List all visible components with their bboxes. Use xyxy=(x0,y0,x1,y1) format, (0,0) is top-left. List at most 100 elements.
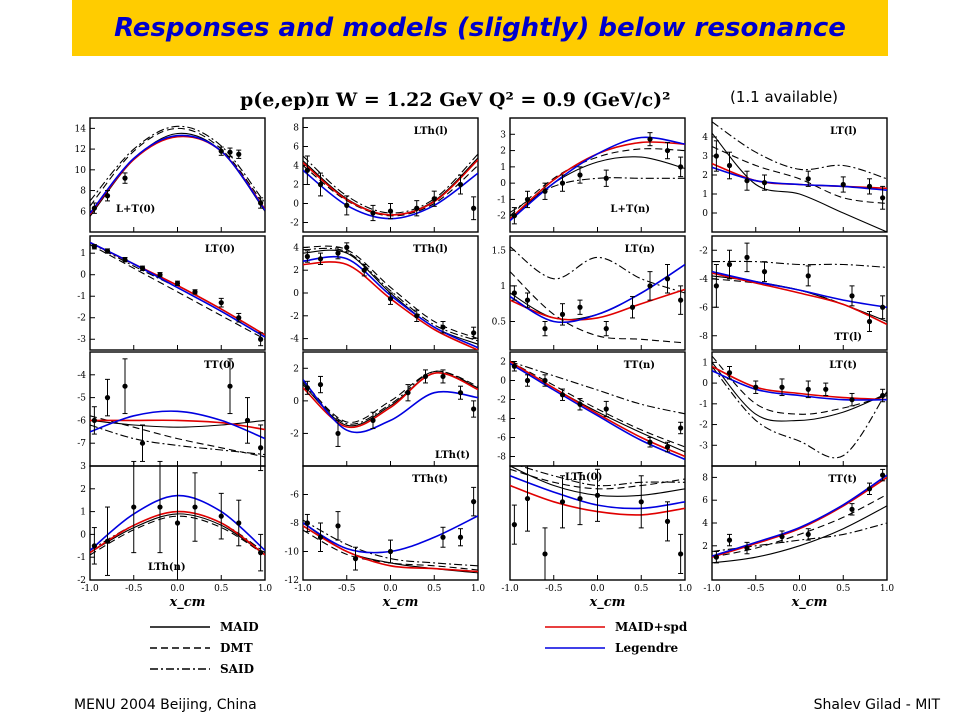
panel-frame xyxy=(302,351,479,467)
y-tick-label: -4 xyxy=(699,275,708,285)
panel-label: TTh(t) xyxy=(412,474,448,485)
legend-label: MAID+spd xyxy=(615,620,688,634)
data-point xyxy=(104,395,111,401)
data-point xyxy=(726,537,733,543)
y-tick-label: 0 xyxy=(293,289,299,299)
data-point xyxy=(139,440,146,446)
data-point xyxy=(104,248,111,254)
panel-label: TTh(l) xyxy=(413,244,448,255)
data-point xyxy=(559,180,566,186)
panel-curves xyxy=(712,355,887,459)
y-tick-label: 14 xyxy=(75,124,87,134)
data-point xyxy=(744,254,750,260)
y-tick-label: 3 xyxy=(702,152,708,162)
panel-tt-t-: 2 4 6 8 TT(t) -1.0 -0.5 0.0 0.5 1.0 x_cm xyxy=(702,465,894,610)
data-point xyxy=(335,430,341,437)
panel-curves xyxy=(712,474,887,564)
data-point xyxy=(629,304,636,310)
y-tick-label: 4 xyxy=(702,133,708,143)
y-tick-label: -3 xyxy=(699,441,708,451)
x-tick-label: 0.0 xyxy=(590,584,605,594)
panel-lt-l-: 0 1 2 3 4 LT(l) xyxy=(702,117,888,233)
data-points xyxy=(511,264,684,337)
data-point xyxy=(431,196,437,202)
panel-l-t-0-: 6 8 10 12 14 L+T(0) xyxy=(75,117,266,233)
data-point xyxy=(880,195,886,201)
curve-legendre xyxy=(510,362,685,461)
data-point xyxy=(236,520,242,526)
data-point xyxy=(471,406,477,412)
data-point xyxy=(317,181,324,188)
curve-said xyxy=(303,153,478,214)
legend-label: Legendre xyxy=(615,641,679,655)
curve-maid xyxy=(712,132,887,232)
data-point xyxy=(236,151,242,157)
data-points xyxy=(91,358,264,472)
data-point xyxy=(344,244,350,250)
data-point xyxy=(192,504,198,510)
y-tick-label: 10 xyxy=(75,166,87,176)
data-points xyxy=(91,146,264,214)
curve-said xyxy=(303,370,478,425)
data-point xyxy=(664,147,671,154)
data-point xyxy=(405,390,411,396)
data-point xyxy=(258,200,264,206)
y-tick-label: -10 xyxy=(285,548,300,558)
data-point xyxy=(603,406,609,412)
data-point xyxy=(647,283,653,289)
data-point xyxy=(726,370,733,376)
data-point xyxy=(664,276,671,282)
data-points xyxy=(91,244,264,347)
data-point xyxy=(880,472,886,478)
data-points xyxy=(91,460,264,581)
curve-maid xyxy=(712,505,887,564)
data-point xyxy=(511,363,517,369)
curve-dmt xyxy=(90,127,265,207)
curve-legendre xyxy=(712,474,887,557)
curve-legendre xyxy=(90,410,265,440)
data-point xyxy=(192,289,198,295)
y-tick-label: 2 xyxy=(293,181,299,191)
legend-label: SAID xyxy=(220,662,254,676)
data-point xyxy=(577,495,583,502)
data-points xyxy=(713,242,886,332)
footer-author: Shalev Gilad - MIT xyxy=(813,697,940,713)
panel-lth-l-: -2 0 2 4 6 8 LTh(l) xyxy=(290,117,479,233)
panel-label: LTh(t) xyxy=(435,450,470,461)
data-point xyxy=(840,181,846,188)
curve-dmt xyxy=(510,271,685,344)
data-point xyxy=(370,417,376,423)
data-point xyxy=(335,523,341,529)
y-tick-label: -1 xyxy=(77,292,86,302)
data-point xyxy=(344,202,350,208)
curve-maid-spd xyxy=(90,135,265,215)
panel-lth-n-: -2 -1 0 1 2 3 LTh(n) -1.0 -0.5 0.0 0.5 1.0 x_cm xyxy=(77,460,272,610)
data-point xyxy=(304,253,310,260)
data-point xyxy=(457,181,464,188)
data-point xyxy=(849,506,855,512)
curve-said xyxy=(712,522,887,553)
curve-maid-spd xyxy=(510,288,685,321)
data-point xyxy=(880,304,886,310)
y-tick-label: -2 xyxy=(699,421,708,431)
curve-maid xyxy=(90,419,265,428)
y-tick-label: 1 xyxy=(702,190,708,200)
curve-said xyxy=(303,247,478,342)
data-point xyxy=(440,534,446,540)
data-point xyxy=(805,531,811,538)
curve-said xyxy=(510,246,685,294)
y-tick-label: 6 xyxy=(80,207,86,217)
y-tick-label: 1 xyxy=(80,249,86,259)
curve-legendre xyxy=(90,134,265,214)
curve-legendre xyxy=(712,369,887,401)
y-tick-label: -6 xyxy=(699,303,708,313)
x-tick-label: -1.0 xyxy=(703,584,721,594)
data-point xyxy=(440,324,446,330)
data-points xyxy=(511,132,684,225)
y-tick-label: 8 xyxy=(293,124,299,134)
y-tick-label: 0 xyxy=(500,377,506,387)
data-point xyxy=(370,210,376,216)
data-point xyxy=(805,176,811,182)
data-point xyxy=(471,205,477,211)
